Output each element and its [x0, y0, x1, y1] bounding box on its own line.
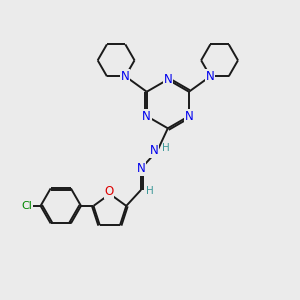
Text: N: N	[149, 144, 158, 157]
Text: N: N	[142, 110, 151, 123]
Text: N: N	[164, 73, 172, 86]
Text: N: N	[206, 70, 215, 83]
Text: N: N	[137, 162, 146, 175]
Text: Cl: Cl	[22, 201, 32, 211]
Text: N: N	[121, 70, 130, 83]
Text: O: O	[105, 185, 114, 198]
Text: H: H	[162, 143, 169, 153]
Text: N: N	[184, 110, 193, 123]
Text: H: H	[146, 186, 153, 196]
